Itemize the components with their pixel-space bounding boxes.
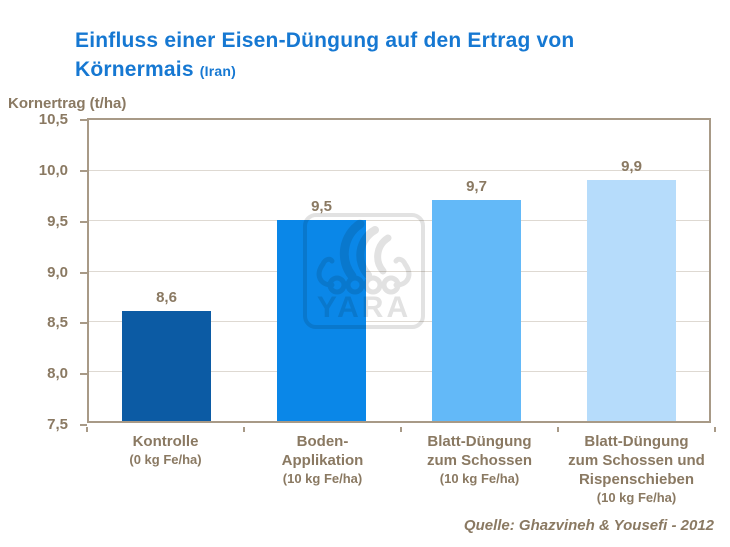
category-sublabel: (10 kg Fe/ha) — [596, 490, 677, 505]
y-axis-title: Kornertrag (t/ha) — [8, 95, 127, 112]
y-tick-mark — [80, 271, 87, 274]
category-label-line: Applikation — [281, 452, 364, 469]
y-tick-mark — [80, 119, 87, 121]
y-tick-mark — [80, 322, 87, 325]
yara-logo-watermark: YARA — [303, 213, 425, 329]
watermark-frame — [303, 213, 425, 329]
category-label-line: Rispenschieben — [578, 471, 695, 488]
gridline — [89, 370, 709, 372]
bar-slot: 9,5 — [244, 120, 399, 421]
category-label-line: Blatt-Düngung — [584, 433, 689, 450]
y-tick-label: 8,5 — [47, 314, 68, 332]
bar-slot: 8,6 — [89, 120, 244, 421]
category-sublabel: (10 kg Fe/ha) — [282, 471, 363, 486]
y-tick-mark — [80, 424, 87, 426]
bar-value-label: 9,7 — [466, 178, 487, 196]
bar-value-label: 8,6 — [156, 288, 177, 306]
category-label: Kontrolle (0 kg Fe/ha) — [87, 432, 244, 507]
gridline — [89, 270, 709, 272]
chart-title-suffix: (Iran) — [199, 63, 236, 79]
gridlines — [89, 120, 709, 421]
x-tick-mark — [400, 427, 402, 432]
source-text: Quelle: Ghazvineh & Yousefi - 2012 — [463, 517, 714, 534]
y-tick-label: 10,5 — [38, 111, 68, 128]
bar-slot: 9,9 — [554, 120, 709, 421]
category-label-line: Kontrolle — [132, 433, 199, 450]
y-tick-label: 9,5 — [47, 212, 68, 230]
category-label: Blatt-Düngung zum Schossen und Rispenschie… — [558, 432, 715, 507]
chart-title-line1: Einfluss einer Eisen-Düngung auf den Ert… — [75, 29, 575, 52]
bar-value-label: 9,5 — [311, 198, 332, 216]
x-tick-mark — [86, 427, 88, 432]
x-tick-mark — [243, 427, 245, 432]
watermark-text: YARA — [317, 291, 411, 324]
x-axis-tick-marks — [86, 427, 716, 432]
bar-3 — [432, 200, 521, 421]
category-sublabel: (10 kg Fe/ha) — [439, 471, 520, 486]
bar-value-label: 9,9 — [621, 158, 642, 176]
category-label: Blatt-Düngung zum Schossen (10 kg Fe/ha) — [401, 432, 558, 507]
category-label-line: zum Schossen — [426, 452, 533, 469]
bar-2 — [277, 220, 366, 421]
x-tick-mark — [714, 427, 716, 432]
category-label-line: Blatt-Düngung — [427, 433, 532, 450]
gridline — [89, 320, 709, 322]
y-axis-labels: 7,5 8,0 8,5 9,0 9,5 10,0 10,5 — [0, 111, 78, 433]
gridline — [89, 220, 709, 222]
bar-slot: 9,7 — [399, 120, 554, 421]
gridline — [89, 170, 709, 172]
y-tick-label: 10,0 — [38, 161, 68, 179]
bar-1 — [122, 310, 211, 421]
x-axis-category-labels: Kontrolle (0 kg Fe/ha) Boden- Applikation (1… — [87, 432, 715, 507]
y-tick-mark — [80, 220, 87, 223]
viking-ship-icon — [316, 219, 412, 295]
y-tick-label: 8,0 — [47, 365, 68, 383]
y-tick-mark — [80, 169, 87, 172]
y-tick-mark — [80, 373, 87, 376]
category-sublabel: (0 kg Fe/ha) — [129, 452, 202, 467]
category-label-line: zum Schossen und — [568, 452, 705, 469]
x-tick-mark — [557, 427, 559, 432]
y-tick-label: 9,0 — [47, 263, 68, 281]
category-label: Boden- Applikation (10 kg Fe/ha) — [244, 432, 401, 507]
category-label-line: Boden- — [296, 433, 349, 450]
chart-title: Einfluss einer Eisen-Düngung auf den Ert… — [75, 26, 574, 86]
chart-title-line2: Körnermais — [75, 58, 194, 81]
bar-series: 8,6 9,5 9,7 9,9 — [89, 120, 709, 421]
y-tick-label: 7,5 — [47, 416, 68, 433]
bar-4 — [587, 180, 676, 421]
y-axis-tick-marks — [80, 119, 87, 426]
plot-area: 8,6 9,5 9,7 9,9 — [87, 118, 711, 423]
